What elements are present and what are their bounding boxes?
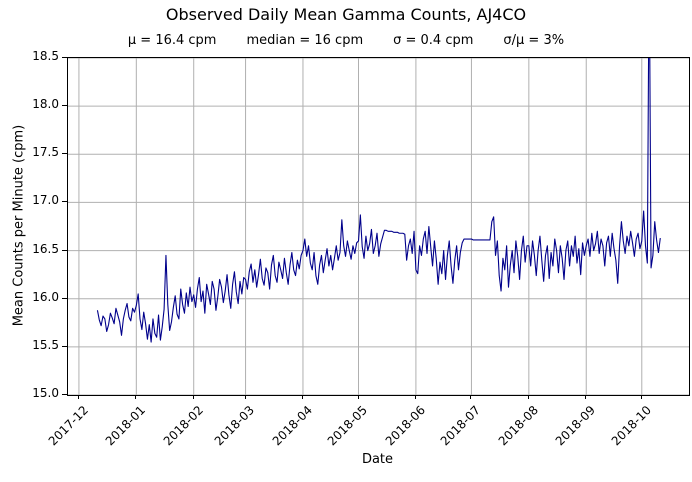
stat-mean: μ = 16.4 cpm xyxy=(127,33,217,48)
x-tick-mark xyxy=(77,395,79,399)
y-tick-mark xyxy=(62,153,67,155)
x-tick-label-text: 2018-03 xyxy=(212,403,258,449)
y-tick-mark xyxy=(62,345,67,347)
y-tick-mark xyxy=(62,57,67,58)
x-tick-label-text: 2018-02 xyxy=(160,403,206,449)
y-tick-mark xyxy=(62,105,67,107)
chart-subtitle: μ = 16.4 cpm median = 16 cpm σ = 0.4 cpm… xyxy=(0,32,692,49)
x-tick-label-text: 2018-04 xyxy=(269,403,315,449)
x-tick-mark xyxy=(301,395,303,399)
gamma-counts-series-line xyxy=(96,58,661,343)
x-tick-label-text: 2018-07 xyxy=(437,403,484,449)
x-tick-label-text: 2018-09 xyxy=(552,403,599,449)
y-tick-label: 17.5 xyxy=(32,145,59,160)
x-tick-mark xyxy=(192,395,194,399)
gamma-counts-line-chart xyxy=(68,58,689,395)
x-tick-mark xyxy=(357,395,359,399)
x-tick-label-text: 2018-06 xyxy=(382,403,428,449)
y-tick-label: 15.5 xyxy=(32,337,59,352)
y-tick-mark xyxy=(62,249,67,251)
y-tick-label: 16.0 xyxy=(32,289,59,304)
y-tick-label: 18.0 xyxy=(32,97,59,112)
y-tick-mark xyxy=(62,394,67,395)
x-tick-mark xyxy=(135,395,137,399)
x-tick-label-text: 2018-10 xyxy=(608,403,654,449)
y-tick-mark xyxy=(62,297,67,299)
x-tick-mark xyxy=(640,395,642,399)
x-tick-label-text: 2018-05 xyxy=(325,403,371,449)
x-tick-label-text: 2017-12 xyxy=(45,403,91,449)
stat-sigma-over-mu: σ/μ = 3% xyxy=(503,33,565,48)
x-tick-mark xyxy=(585,395,587,399)
x-tick-mark xyxy=(470,395,472,399)
stat-sigma: σ = 0.4 cpm xyxy=(393,33,474,48)
x-tick-label-text: 2018-08 xyxy=(495,403,541,449)
chart-title: Observed Daily Mean Gamma Counts, AJ4CO xyxy=(165,5,527,24)
y-tick-label: 18.5 xyxy=(32,49,59,63)
y-tick-mark xyxy=(62,201,67,203)
y-tick-label: 15.0 xyxy=(32,386,59,400)
stat-median: median = 16 cpm xyxy=(246,33,364,48)
plot-area xyxy=(67,57,690,396)
x-tick-mark xyxy=(244,395,246,399)
y-tick-label: 16.5 xyxy=(32,241,59,256)
y-tick-label: 17.0 xyxy=(32,193,59,208)
x-tick-mark xyxy=(414,395,416,399)
x-axis-title: Date xyxy=(361,452,394,467)
x-tick-label-text: 2018-01 xyxy=(102,403,149,449)
x-tick-mark xyxy=(527,395,529,399)
